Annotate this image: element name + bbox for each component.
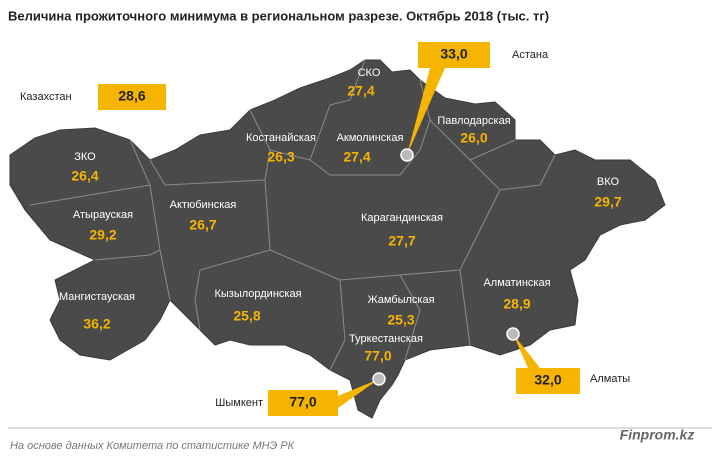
city-name: Астана (512, 49, 549, 61)
value-box (98, 84, 166, 110)
region-value: 27,4 (343, 149, 370, 165)
region-name: Акмолинская (337, 132, 404, 144)
callout-pointer (338, 379, 379, 408)
region-name: Туркестанская (349, 333, 423, 345)
city-dot (372, 372, 386, 386)
region-name: Костанайская (246, 132, 316, 144)
region-value: 27,4 (347, 83, 374, 99)
city-name: Алматы (590, 373, 630, 385)
region-value: 26,4 (71, 168, 98, 184)
region-name: Кызылординская (214, 288, 301, 300)
region-value: 26,7 (189, 217, 216, 233)
region-name: ВКО (597, 176, 620, 188)
region-value: 25,8 (233, 308, 260, 324)
region-value: 29,2 (89, 227, 116, 243)
title: Величина прожиточного минимума в региона… (8, 8, 549, 23)
region-value: 25,3 (387, 312, 414, 328)
region-value: 27,7 (388, 233, 415, 249)
value-box (516, 368, 580, 394)
region-borders (29, 59, 556, 371)
city-dot (400, 148, 414, 162)
region-name: Карагандинская (361, 212, 443, 224)
city-value: 32,0 (534, 372, 561, 388)
brand: Finprom.kz (620, 427, 695, 443)
city-dot (506, 327, 520, 341)
value-box (268, 390, 338, 416)
region-name: Мангистауская (59, 291, 135, 303)
region-name: Актюбинская (170, 199, 237, 211)
map-outline (9, 59, 666, 419)
region-value: 26,3 (267, 149, 294, 165)
region-name: Павлодарская (437, 115, 510, 127)
callout-pointer (407, 68, 445, 155)
region-name: Алматинская (483, 277, 550, 289)
country-name: Казахстан (20, 91, 72, 103)
city-name: Шымкент (215, 397, 263, 409)
callout-pointer (513, 334, 540, 368)
region-name: Атырауская (73, 209, 133, 221)
city-value: 77,0 (289, 394, 316, 410)
region-value: 29,7 (594, 194, 621, 210)
region-value: 28,9 (503, 296, 530, 312)
region-name: СКО (358, 67, 381, 79)
region-name: ЗКО (74, 151, 96, 163)
city-value: 33,0 (440, 46, 467, 62)
region-name: Жамбылская (367, 294, 434, 306)
value-box (418, 42, 490, 68)
region-value: 77,0 (364, 348, 391, 364)
region-value: 36,2 (83, 316, 110, 332)
source-note: На основе данных Комитета по статистике … (10, 440, 295, 452)
region-value: 26,0 (460, 130, 487, 146)
country-value: 28,6 (118, 88, 145, 104)
